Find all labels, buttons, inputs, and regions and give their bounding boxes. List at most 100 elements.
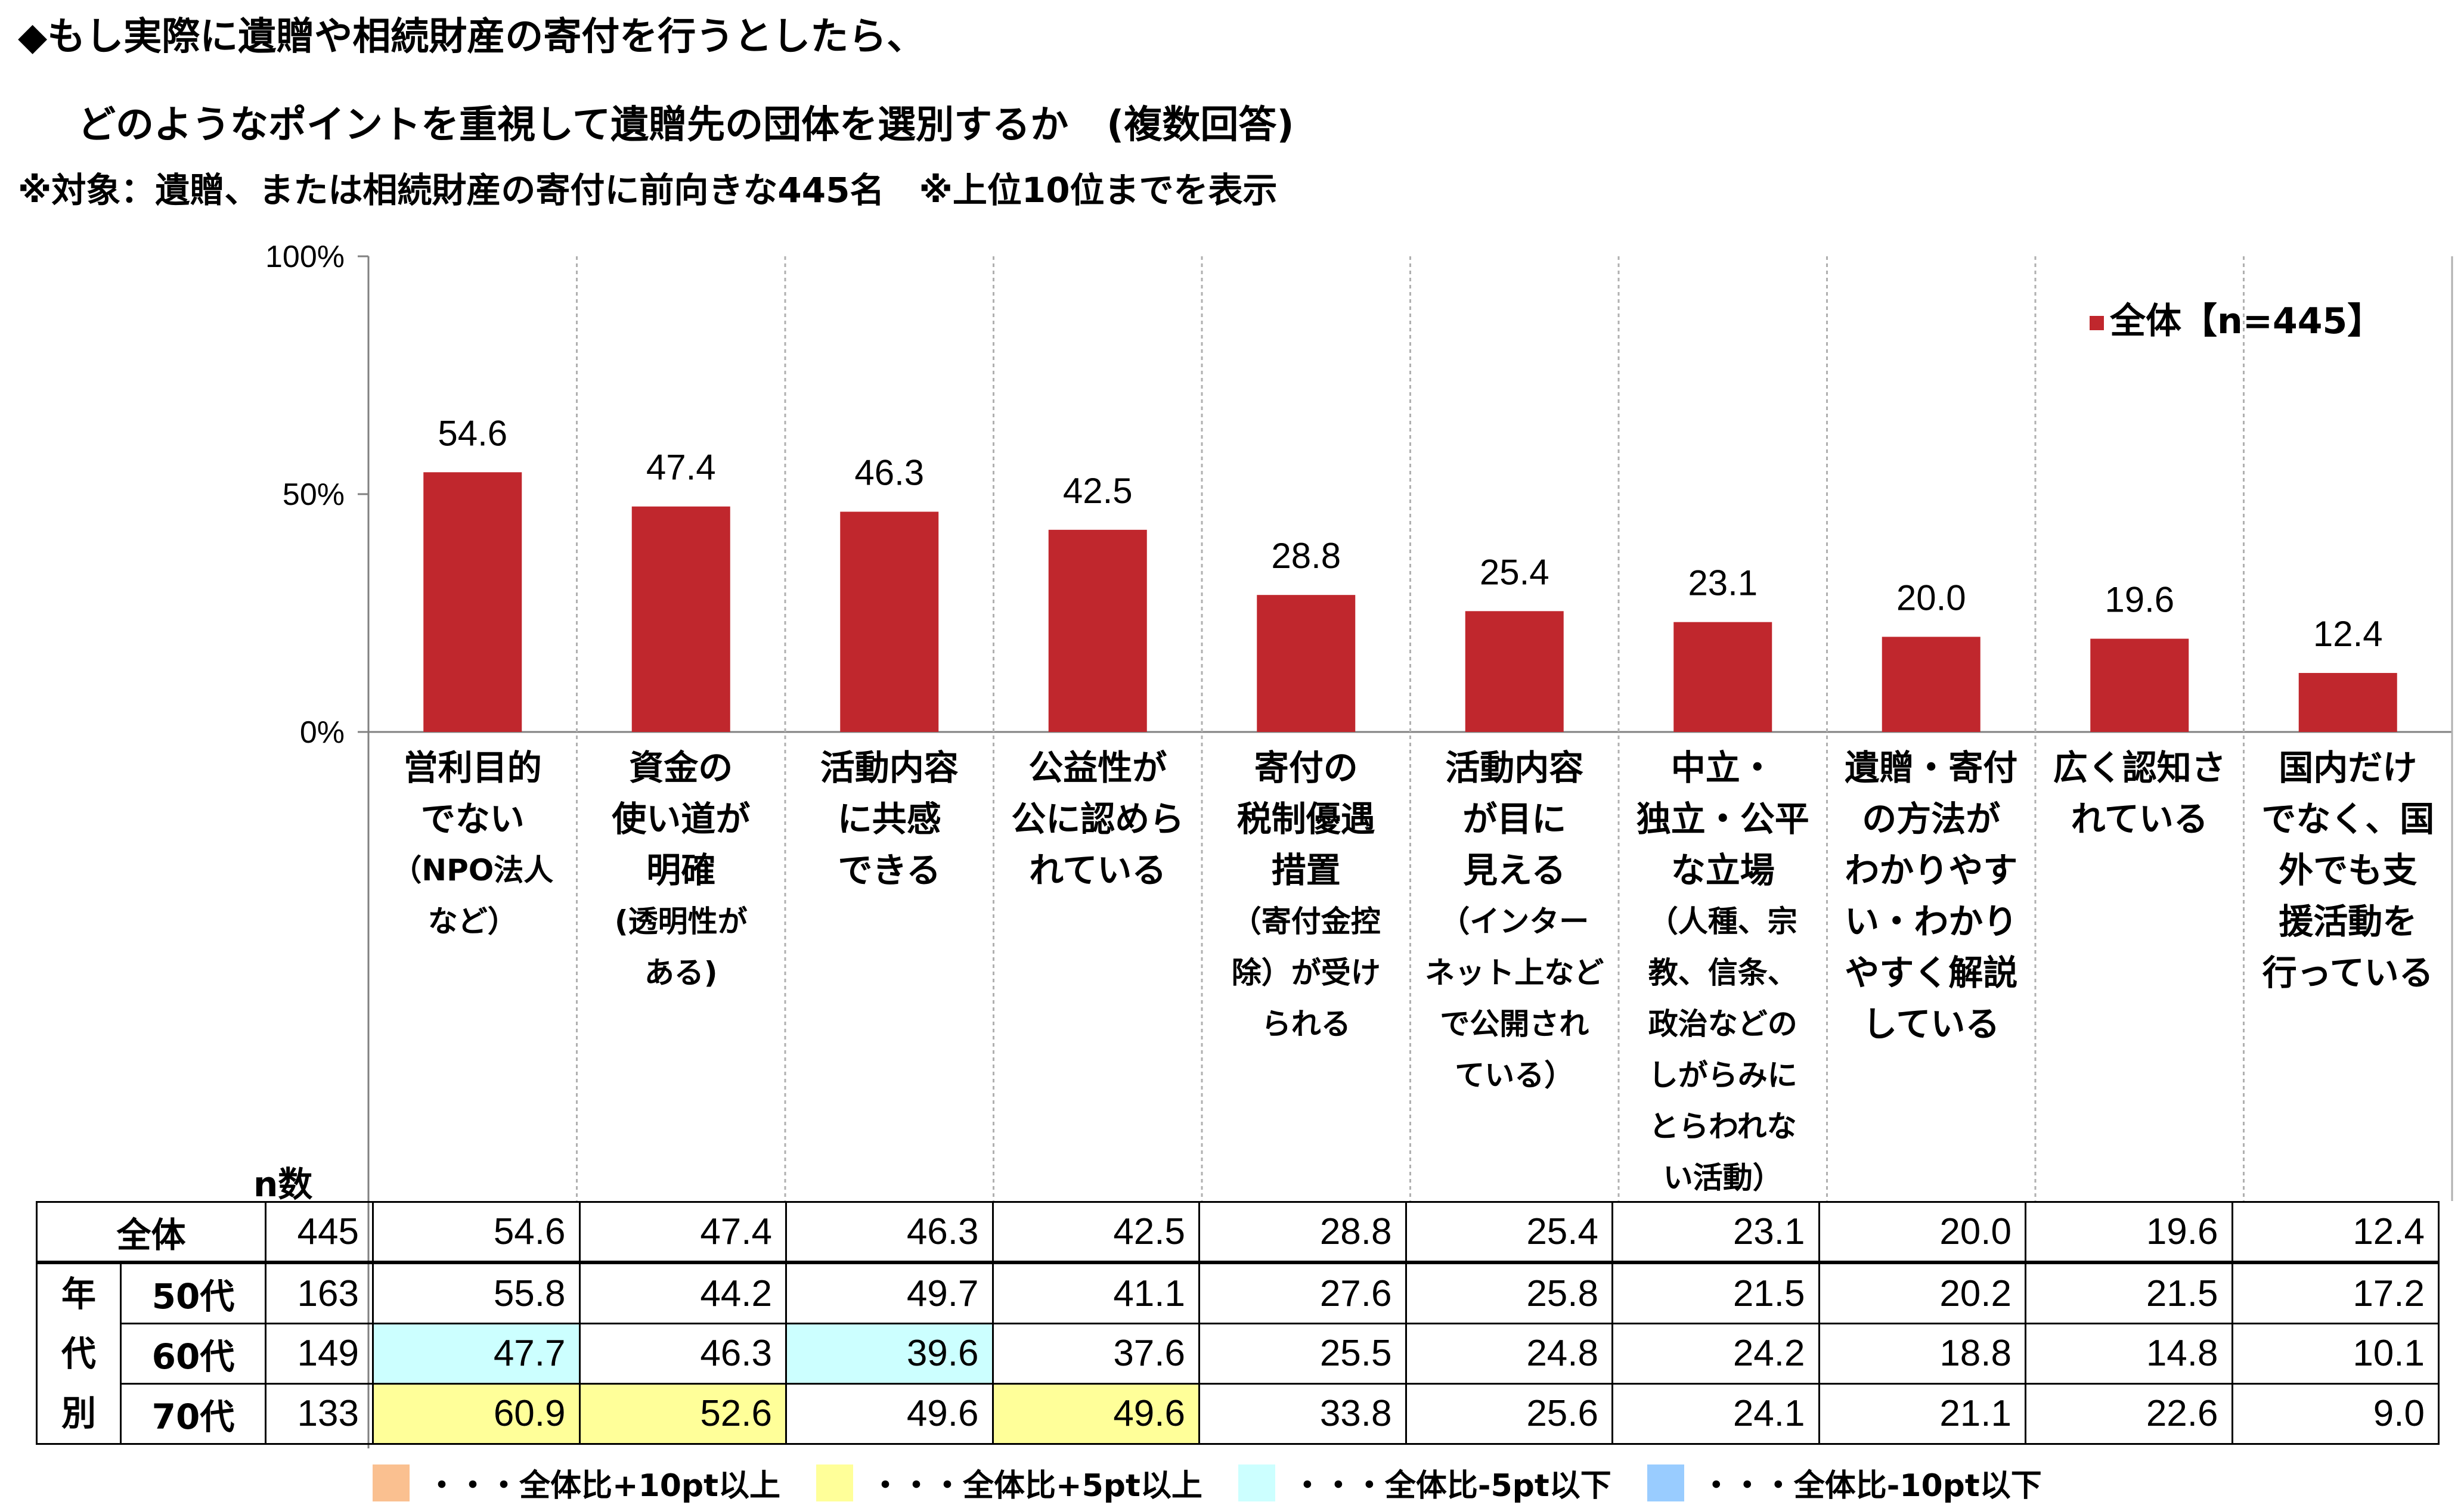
value-cell: 17.2: [2231, 1261, 2440, 1324]
category-main-text: 活動内容 が目に 見える: [1445, 747, 1584, 890]
chart-title-line1: ◆もし実際に遺贈や相続財産の寄付を行うとしたら、: [18, 15, 925, 59]
value-cell: 19.6: [2025, 1201, 2233, 1264]
data-table: 全体 445 54.6 47.4 46.3 42.5 28.8 25.4 23.1 20.0 19.…: [36, 1201, 2440, 1445]
category-sub-text: (透明性が ある): [614, 904, 748, 990]
bar: [2298, 673, 2397, 732]
row-label: 50代: [120, 1261, 266, 1324]
bar-value-label: 25.4: [1480, 552, 1549, 592]
bar-value-label: 54.6: [438, 413, 507, 453]
value-cell: 24.2: [1611, 1323, 1820, 1385]
value-cell: 33.8: [1198, 1382, 1407, 1445]
category-label: 営利目的 でない （NPO法人 など）: [368, 742, 577, 947]
table-row: 全体 445 54.6 47.4 46.3 42.5 28.8 25.4 23.1 20.0 19.…: [36, 1201, 2440, 1264]
bar: [1673, 622, 1772, 732]
category-label: 広く認知さ れている: [2035, 742, 2244, 845]
key-item: ・・・全体比-10pt以下: [1647, 1460, 2042, 1505]
bar: [1882, 637, 1981, 732]
category-main-text: 営利目的 でない: [403, 747, 542, 839]
value-cell: 23.1: [1611, 1201, 1820, 1264]
value-cell: 21.5: [1611, 1261, 1820, 1324]
value-cell: 10.1: [2231, 1323, 2440, 1385]
category-main-text: 国内だけ でなく、国 外でも支 援活動を 行っている: [2261, 747, 2435, 993]
value-cell: 39.6: [785, 1323, 994, 1385]
category-label: 公益性が 公に認めら れている: [994, 742, 1202, 896]
category-sub-text: （インター ネット上など で公開され ている）: [1425, 904, 1604, 1093]
value-cell: 24.1: [1611, 1382, 1820, 1445]
value-cell: 28.8: [1198, 1201, 1407, 1264]
key-item: ・・・全体比+5pt以上: [816, 1460, 1202, 1505]
category-sub-text: （NPO法人 など）: [392, 853, 554, 939]
key-swatch: [373, 1464, 410, 1501]
group-label-char: 別: [61, 1393, 96, 1433]
value-cell: 25.4: [1405, 1201, 1613, 1264]
highlight-key: ・・・全体比+10pt以上 ・・・全体比+5pt以上 ・・・全体比-5pt以下 ・・・…: [373, 1460, 2078, 1505]
key-text: ・・・全体比+5pt以上: [870, 1468, 1202, 1504]
category-main-text: 中立・ 独立・公平 な立場: [1636, 747, 1809, 890]
category-main-text: 広く認知さ れている: [2053, 747, 2226, 839]
bar-value-label: 19.6: [2105, 580, 2174, 620]
row-label: 全体: [36, 1201, 266, 1264]
bar: [631, 506, 730, 732]
bar-value-label: 12.4: [2313, 614, 2383, 654]
value-cell: 18.8: [1818, 1323, 2026, 1385]
n-count-cell: 445: [265, 1201, 374, 1264]
bar: [1465, 611, 1564, 732]
bar: [423, 472, 522, 732]
bar: [1257, 595, 1356, 732]
legend: 全体【n=445】: [2090, 292, 2383, 344]
value-cell: 25.6: [1405, 1382, 1613, 1445]
key-text: ・・・全体比-10pt以下: [1700, 1468, 2042, 1504]
bar-value-label: 46.3: [854, 453, 924, 493]
chart-title-line2: どのようなポイントを重視して遺贈先の団体を選別するか (複数回答): [78, 103, 1294, 147]
value-cell: 55.8: [372, 1261, 581, 1324]
key-text: ・・・全体比+10pt以上: [426, 1468, 781, 1504]
key-text: ・・・全体比-5pt以下: [1291, 1468, 1611, 1504]
category-main-text: 資金の 使い道が 明確: [612, 747, 751, 890]
category-main-text: 公益性が 公に認めら れている: [1011, 747, 1185, 890]
category-label: 国内だけ でなく、国 外でも支 援活動を 行っている: [2244, 742, 2453, 998]
y-tick-label: 0%: [300, 715, 345, 750]
table-row: 70代 133 60.9 52.6 49.6 49.6 33.8 25.6 24.1 21.1 22…: [37, 1382, 2440, 1445]
key-swatch: [816, 1464, 854, 1501]
value-cell: 49.6: [785, 1382, 994, 1445]
value-cell: 46.3: [578, 1323, 787, 1385]
y-tick-label: 50%: [283, 477, 345, 512]
value-cell: 47.7: [372, 1323, 581, 1385]
value-cell: 54.6: [372, 1201, 581, 1264]
bar: [1048, 529, 1147, 732]
key-swatch: [1647, 1464, 1684, 1501]
value-cell: 37.6: [991, 1323, 1200, 1385]
category-label: 資金の 使い道が 明確 (透明性が ある): [577, 742, 786, 998]
value-cell: 20.2: [1818, 1261, 2026, 1324]
y-tick-label: 100%: [265, 240, 345, 274]
value-cell: 52.6: [578, 1382, 787, 1445]
bar-value-label: 42.5: [1063, 471, 1133, 511]
table-row: 年代別 50代 163 55.8 44.2 49.7 41.1 27.6 25.8 21.5 20.…: [36, 1261, 2440, 1445]
category-main-text: 活動内容 に共感 できる: [820, 747, 959, 890]
bar: [2090, 638, 2189, 732]
legend-label: 全体【n=445】: [2110, 300, 2384, 342]
value-cell: 21.1: [1818, 1382, 2026, 1445]
value-cell: 20.0: [1818, 1201, 2026, 1264]
row-label: 60代: [120, 1323, 266, 1385]
value-cell: 27.6: [1198, 1261, 1407, 1324]
category-sub-text: （寄付金控 除）が受け られる: [1231, 904, 1381, 1041]
value-cell: 25.8: [1405, 1261, 1613, 1324]
value-cell: 21.5: [2025, 1261, 2233, 1324]
category-label: 遺贈・寄付 の方法が わかりやす い・わかり やすく解説 している: [1827, 742, 2036, 1050]
bar-value-label: 28.8: [1271, 536, 1341, 576]
n-header: n数: [253, 1164, 313, 1205]
category-main-text: 寄付の 税制優遇 措置: [1236, 747, 1375, 890]
n-count-cell: 163: [265, 1261, 374, 1324]
key-item: ・・・全体比-5pt以下: [1238, 1460, 1611, 1505]
group-label-char: 代: [61, 1333, 96, 1374]
value-cell: 49.7: [785, 1261, 994, 1324]
value-cell: 42.5: [991, 1201, 1200, 1264]
value-cell: 46.3: [785, 1201, 994, 1264]
row-label: 70代: [120, 1382, 266, 1445]
n-count-cell: 149: [265, 1323, 374, 1385]
value-cell: 22.6: [2025, 1382, 2233, 1445]
bar-value-label: 47.4: [646, 448, 716, 488]
category-label: 活動内容 に共感 できる: [785, 742, 994, 896]
